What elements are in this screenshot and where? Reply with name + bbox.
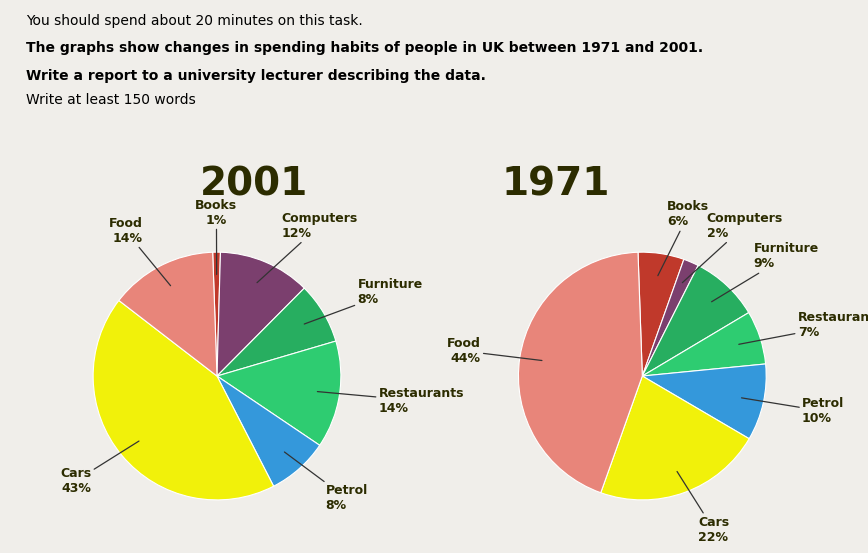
Text: Cars
22%: Cars 22% <box>677 472 729 544</box>
Text: Computers
2%: Computers 2% <box>682 212 783 283</box>
Text: Books
1%: Books 1% <box>195 199 238 274</box>
Wedge shape <box>642 364 766 439</box>
Wedge shape <box>217 376 319 486</box>
Wedge shape <box>642 265 749 376</box>
Text: Computers
12%: Computers 12% <box>257 212 358 283</box>
Wedge shape <box>601 376 749 500</box>
Wedge shape <box>217 288 336 376</box>
Wedge shape <box>93 300 273 500</box>
Wedge shape <box>642 259 698 376</box>
Wedge shape <box>119 252 217 376</box>
Text: Write a report to a university lecturer describing the data.: Write a report to a university lecturer … <box>26 69 486 83</box>
Wedge shape <box>217 341 341 445</box>
Text: Restaurants
7%: Restaurants 7% <box>739 311 868 345</box>
Text: Food
14%: Food 14% <box>108 217 171 286</box>
Text: Furniture
9%: Furniture 9% <box>712 242 819 302</box>
Text: Food
44%: Food 44% <box>447 337 542 365</box>
Wedge shape <box>213 252 220 376</box>
Text: Petrol
8%: Petrol 8% <box>285 452 368 512</box>
Text: Write at least 150 words: Write at least 150 words <box>26 93 196 107</box>
Text: Cars
43%: Cars 43% <box>60 441 139 495</box>
Wedge shape <box>217 252 305 376</box>
Text: Furniture
8%: Furniture 8% <box>305 278 423 324</box>
Wedge shape <box>642 312 766 376</box>
Text: Petrol
10%: Petrol 10% <box>741 397 845 425</box>
Text: 1971: 1971 <box>502 165 610 203</box>
Wedge shape <box>518 252 642 493</box>
Text: You should spend about 20 minutes on this task.: You should spend about 20 minutes on thi… <box>26 14 363 28</box>
Text: Books
6%: Books 6% <box>658 200 709 275</box>
Text: The graphs show changes in spending habits of people in UK between 1971 and 2001: The graphs show changes in spending habi… <box>26 41 703 55</box>
Wedge shape <box>638 252 684 376</box>
Text: Restaurants
14%: Restaurants 14% <box>318 387 464 415</box>
Text: 2001: 2001 <box>200 165 308 203</box>
